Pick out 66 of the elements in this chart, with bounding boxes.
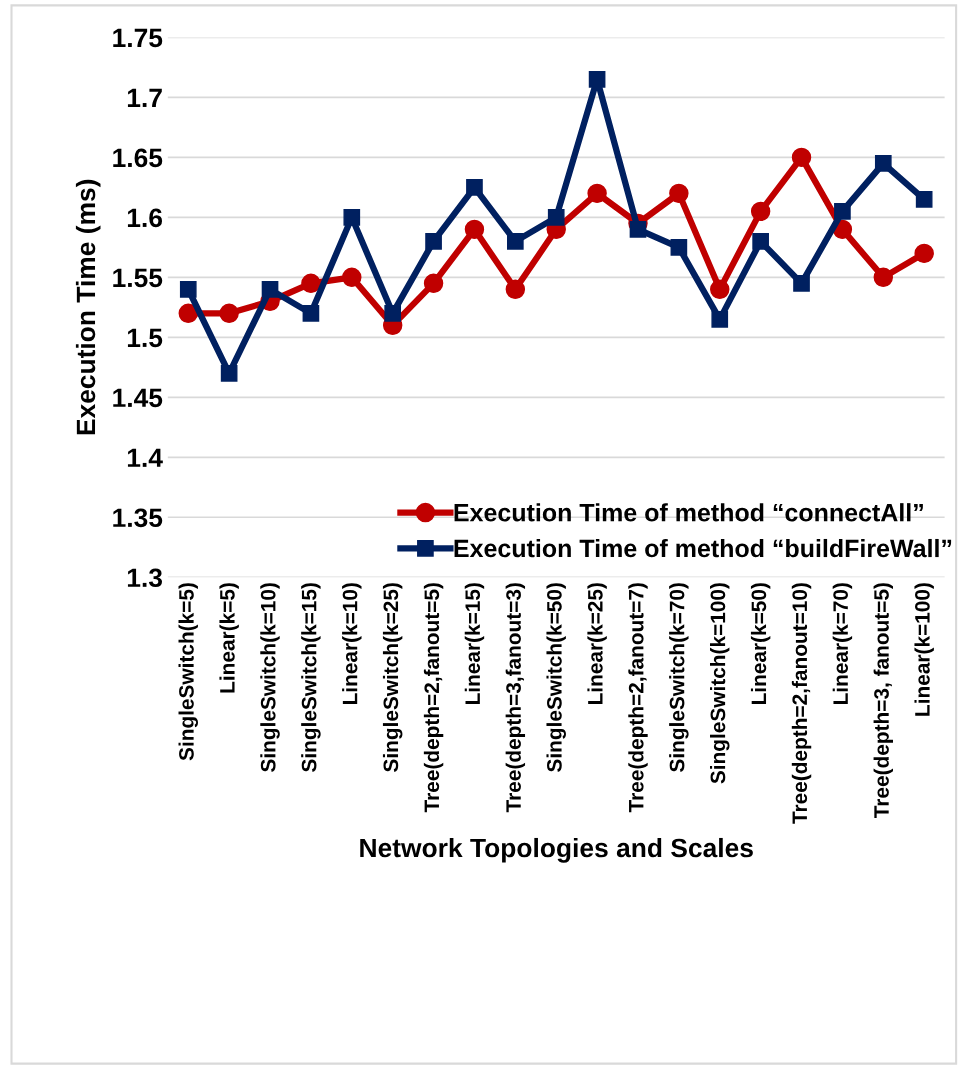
point xyxy=(710,279,730,300)
point xyxy=(834,203,851,220)
point xyxy=(587,183,607,204)
x-tick-label: Linear(k=25) xyxy=(587,583,607,705)
point xyxy=(466,179,483,196)
x-tick-label: Linear(k=10) xyxy=(342,583,362,705)
y-tick-label: 1.55 xyxy=(113,268,163,288)
point xyxy=(629,221,647,238)
point xyxy=(261,281,279,298)
point xyxy=(425,233,442,250)
x-tick-label: Tree(depth=3,fanout=3) xyxy=(505,583,526,813)
point xyxy=(588,71,606,88)
y-tick-label: 1.75 xyxy=(113,28,163,48)
point xyxy=(178,303,198,324)
point xyxy=(750,201,771,222)
point xyxy=(711,311,729,328)
point xyxy=(547,209,565,226)
y-tick-label: 1.35 xyxy=(113,508,163,528)
x-tick-label: Linear(k=70) xyxy=(832,583,853,705)
point xyxy=(791,147,812,168)
y-tick-label: 1.7 xyxy=(127,88,162,107)
y-tick-label: 1.6 xyxy=(127,208,163,228)
x-tick-label: SingleSwitch(k=5) xyxy=(178,583,199,761)
point xyxy=(220,364,238,382)
x-tick-label: Tree(depth=2,fanout=10) xyxy=(791,583,812,824)
point xyxy=(384,305,402,322)
legend-label: Execution Time of method “connectAll” xyxy=(454,503,923,522)
point xyxy=(669,183,689,204)
point xyxy=(915,191,933,208)
point xyxy=(873,267,894,288)
x-tick-label: Tree(depth=3, fanout=5) xyxy=(873,583,893,819)
point xyxy=(302,305,320,322)
y-tick-label: 1.4 xyxy=(127,448,163,467)
x-tick-label: Linear(k=100) xyxy=(914,583,934,716)
point xyxy=(423,273,444,294)
point xyxy=(342,267,362,288)
x-tick-label: SingleSwitch(k=70) xyxy=(669,583,689,772)
x-tick-label: Linear(k=50) xyxy=(750,583,771,705)
x-axis-title: Network Topologies and Scales xyxy=(360,837,753,863)
point xyxy=(464,219,485,240)
x-tick-label: Tree(depth=2,fanout=5) xyxy=(423,583,444,813)
point xyxy=(507,233,524,250)
x-tick-label: SingleSwitch(k=10) xyxy=(260,583,280,772)
point xyxy=(914,243,934,264)
point xyxy=(874,155,892,172)
point xyxy=(505,279,526,300)
point xyxy=(219,303,239,324)
x-tick-label: Tree(depth=2,fanout=7) xyxy=(628,583,648,813)
point xyxy=(793,275,810,292)
point xyxy=(179,281,197,298)
point xyxy=(670,239,688,256)
point xyxy=(343,209,361,226)
y-tick-label: 1.3 xyxy=(127,568,163,588)
point xyxy=(752,233,769,250)
point xyxy=(301,273,321,294)
x-tick-label: Linear(k=15) xyxy=(464,583,485,705)
y-tick-label: 1.65 xyxy=(113,148,163,168)
legend-label: Execution Time of method “buildFireWall” xyxy=(454,538,952,558)
x-tick-label: SingleSwitch(k=50) xyxy=(546,583,566,772)
y-tick-label: 1.45 xyxy=(113,388,163,408)
y-tick-label: 1.5 xyxy=(127,328,163,348)
y-axis-title: Execution Time (ms) xyxy=(75,179,101,435)
x-tick-label: Linear(k=5) xyxy=(219,583,239,693)
x-tick-label: SingleSwitch(k=15) xyxy=(301,583,321,772)
x-tick-label: SingleSwitch(k=100) xyxy=(710,583,730,784)
x-tick-label: SingleSwitch(k=25) xyxy=(382,583,403,772)
